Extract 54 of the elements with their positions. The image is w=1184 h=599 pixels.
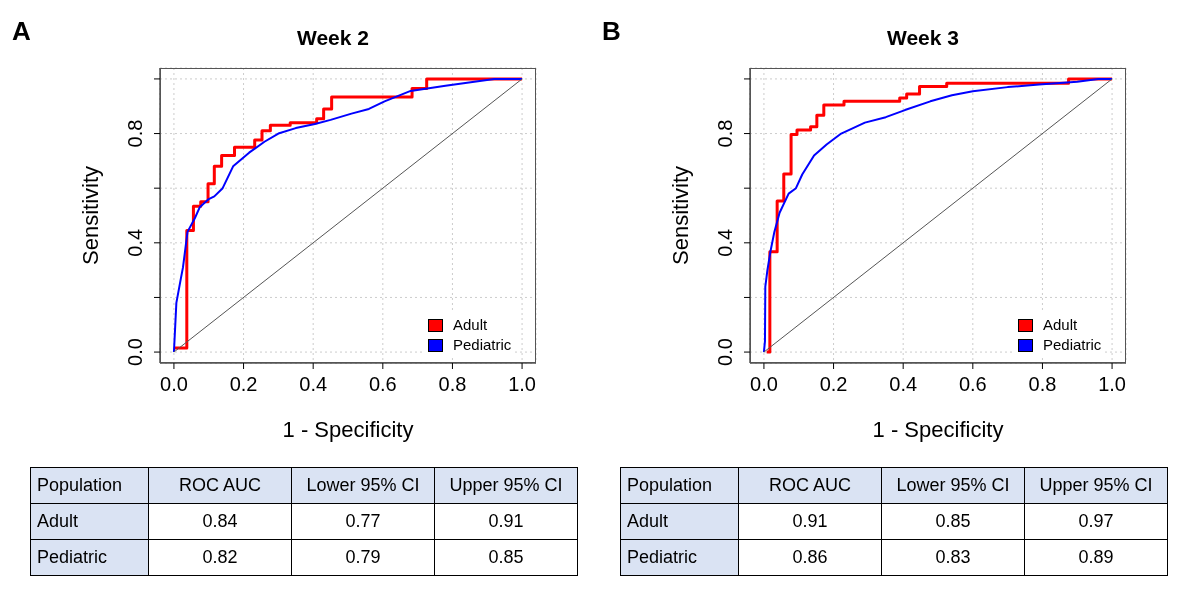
text: 0.97 bbox=[1024, 503, 1168, 540]
text: Adult bbox=[30, 503, 149, 540]
text: Population bbox=[620, 467, 739, 504]
text: 0.82 bbox=[148, 539, 292, 576]
text: 0.89 bbox=[1024, 539, 1168, 576]
x-tick-label: 0.8 bbox=[438, 373, 467, 395]
text: 0.85 bbox=[434, 539, 578, 576]
y-tick-label: 0.0 bbox=[124, 338, 146, 366]
text: 0.91 bbox=[434, 503, 578, 540]
text: ROC AUC bbox=[738, 467, 882, 504]
x-tick-label: 0.6 bbox=[368, 373, 397, 395]
x-tick-label: 0.6 bbox=[958, 373, 987, 395]
text: 0.91 bbox=[738, 503, 882, 540]
text: A bbox=[12, 16, 31, 47]
text: Upper 95% CI bbox=[434, 467, 578, 504]
text: Lower 95% CI bbox=[881, 467, 1025, 504]
x-tick-label: 0.0 bbox=[160, 373, 188, 395]
y-tick-label: 0.0 bbox=[714, 338, 736, 366]
text: Adult bbox=[620, 503, 739, 540]
x-axis-title: 1 - Specificity bbox=[872, 417, 1004, 442]
x-tick-label: 0.4 bbox=[889, 373, 918, 395]
y-tick-label: 0.8 bbox=[124, 119, 146, 148]
chart-title: Week 3 bbox=[887, 26, 959, 49]
y-tick-label: 0.8 bbox=[714, 119, 736, 148]
text: Lower 95% CI bbox=[291, 467, 435, 504]
x-tick-label: 0.2 bbox=[229, 373, 258, 395]
y-tick-label: 0.4 bbox=[714, 228, 736, 257]
x-tick-label: 0.0 bbox=[750, 373, 778, 395]
text: B bbox=[602, 16, 621, 47]
y-tick-label: 0.4 bbox=[124, 228, 146, 257]
text: Pediatric bbox=[30, 539, 149, 576]
legend-label: Pediatric bbox=[1043, 335, 1102, 355]
text: 0.85 bbox=[881, 503, 1025, 540]
text: 0.77 bbox=[291, 503, 435, 540]
legend-label: Adult bbox=[1043, 315, 1078, 335]
x-tick-label: 0.8 bbox=[1028, 373, 1057, 395]
y-axis-title: Sensitivity bbox=[77, 165, 103, 266]
text: 0.86 bbox=[738, 539, 882, 576]
text: Upper 95% CI bbox=[1024, 467, 1168, 504]
y-axis-title: Sensitivity bbox=[667, 165, 693, 266]
legend-label: Pediatric bbox=[453, 335, 512, 355]
text: Population bbox=[30, 467, 149, 504]
x-tick-label: 0.2 bbox=[819, 373, 848, 395]
x-tick-label: 1.0 bbox=[508, 373, 536, 395]
text: ROC AUC bbox=[148, 467, 292, 504]
x-tick-label: 1.0 bbox=[1098, 373, 1126, 395]
legend-label: Adult bbox=[453, 315, 488, 335]
text: 0.83 bbox=[881, 539, 1025, 576]
text: 0.79 bbox=[291, 539, 435, 576]
x-axis-title: 1 - Specificity bbox=[282, 417, 414, 442]
chart-title: Week 2 bbox=[297, 26, 369, 49]
text: Pediatric bbox=[620, 539, 739, 576]
x-tick-label: 0.4 bbox=[299, 373, 328, 395]
text: 0.84 bbox=[148, 503, 292, 540]
